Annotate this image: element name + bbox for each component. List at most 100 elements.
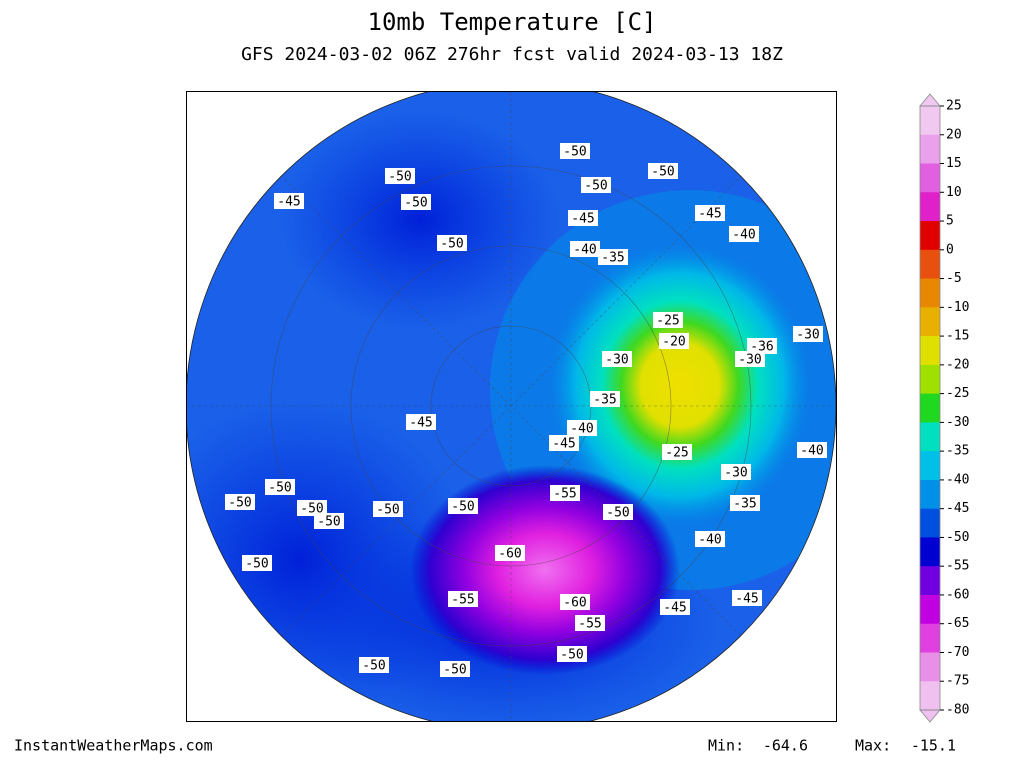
- contour-label-box: [732, 590, 762, 606]
- colorbar-tick-label: -5: [946, 271, 962, 286]
- contour-label: -55: [578, 617, 601, 632]
- colorbar-segment: [920, 192, 940, 222]
- contour-label-box: [695, 205, 725, 221]
- contour-label: -50: [376, 503, 399, 518]
- contour-label: -40: [573, 243, 596, 258]
- contour-label: -50: [268, 481, 291, 496]
- contour-label-box: [560, 143, 590, 159]
- contour-label: -30: [724, 466, 747, 481]
- contour-label: -55: [553, 487, 576, 502]
- max-value: -15.1: [911, 737, 956, 755]
- colorbar-tick-label: 5: [946, 214, 954, 229]
- contour-label-box: [729, 226, 759, 242]
- contour-label-box: [314, 513, 344, 529]
- contour-label: -30: [796, 328, 819, 343]
- colorbar-tick-label: -10: [946, 300, 969, 315]
- colorbar-arrow-bottom: [919, 709, 941, 723]
- colorbar-segment: [920, 106, 940, 136]
- colorbar-segment: [920, 336, 940, 366]
- contour-label-box: [581, 177, 611, 193]
- contour-label: -60: [498, 547, 521, 562]
- colorbar-tick-label: 0: [946, 242, 954, 257]
- colorbar-tick-label: -45: [946, 501, 969, 516]
- colorbar-tick-label: -80: [946, 703, 969, 718]
- contour-label-box: [297, 500, 327, 516]
- map-frame: [186, 91, 837, 722]
- contour-label: -40: [698, 533, 721, 548]
- colorbar-segment: [920, 307, 940, 337]
- contour-label-box: [406, 414, 436, 430]
- contour-label-box: [550, 485, 580, 501]
- contour-label: -55: [451, 593, 474, 608]
- contour-label: -50: [317, 515, 340, 530]
- contour-label: -50: [228, 496, 251, 511]
- colorbar-segment: [920, 681, 940, 711]
- contour-label-box: [242, 555, 272, 571]
- contour-label-box: [735, 351, 765, 367]
- contour-label: -40: [800, 444, 823, 459]
- contour-label: -50: [451, 500, 474, 515]
- contour-label-box: [359, 657, 389, 673]
- contour-label-box: [440, 661, 470, 677]
- colorbar-tick-label: -15: [946, 329, 969, 344]
- contour-label-box: [660, 599, 690, 615]
- contour-label-box: [695, 531, 725, 547]
- contour-label: -45: [552, 437, 575, 452]
- contour-label: -45: [698, 207, 721, 222]
- colorbar-tick-label: -20: [946, 357, 969, 372]
- contour-label-box: [448, 498, 478, 514]
- colorbar-segment: [920, 652, 940, 682]
- contour-label-box: [603, 504, 633, 520]
- colorbar-segment: [920, 623, 940, 653]
- contour-label: -30: [738, 353, 761, 368]
- colorbar-segment: [920, 278, 940, 308]
- colorbar-segment: [920, 163, 940, 193]
- contour-label: -50: [362, 659, 385, 674]
- colorbar-tick-label: 25: [946, 99, 962, 114]
- max-label: Max:: [855, 737, 891, 755]
- contour-label-box: [590, 391, 620, 407]
- contour-label: -50: [404, 196, 427, 211]
- colorbar-tick-label: 20: [946, 127, 962, 142]
- colorbar-tick-label: -30: [946, 415, 969, 430]
- contour-label: -45: [663, 601, 686, 616]
- contour-label-box: [448, 591, 478, 607]
- contour-label-box: [797, 442, 827, 458]
- contour-label-box: [373, 501, 403, 517]
- contour-label: -50: [651, 165, 674, 180]
- contour-label-box: [225, 494, 255, 510]
- contour-label: -35: [593, 393, 616, 408]
- colorbar-segment: [920, 537, 940, 567]
- contour-label: -20: [662, 335, 685, 350]
- contour-label: -50: [606, 506, 629, 521]
- contour-label: -45: [735, 592, 758, 607]
- colorbar-segment: [920, 594, 940, 625]
- contour-label: -35: [733, 497, 756, 512]
- contour-label: -50: [440, 237, 463, 252]
- colorbar-tick-label: -55: [946, 559, 969, 574]
- min-value: -64.6: [763, 737, 808, 755]
- contour-label-box: [659, 333, 689, 349]
- contour-label: -45: [409, 416, 432, 431]
- contour-label-box: [549, 435, 579, 451]
- contour-label: -50: [584, 179, 607, 194]
- colorbar-segment: [920, 134, 940, 165]
- contour-label: -25: [665, 446, 688, 461]
- map: [187, 92, 836, 721]
- contour-label-box: [401, 194, 431, 210]
- colorbar-tick-label: -60: [946, 587, 969, 602]
- colorbar-tick-label: 15: [946, 156, 962, 171]
- colorbar-segment: [920, 508, 940, 538]
- contour-label-box: [568, 210, 598, 226]
- contour-label-box: [570, 241, 600, 257]
- contour-label: -45: [571, 212, 594, 227]
- subtitle: GFS 2024-03-02 06Z 276hr fcst valid 2024…: [241, 44, 783, 65]
- colorbar-tick-label: -50: [946, 530, 969, 545]
- contour-label-box: [598, 249, 628, 265]
- title: 10mb Temperature [C]: [368, 8, 657, 36]
- contour-label-box: [385, 168, 415, 184]
- contour-label-box: [265, 479, 295, 495]
- contour-label: -25: [656, 314, 679, 329]
